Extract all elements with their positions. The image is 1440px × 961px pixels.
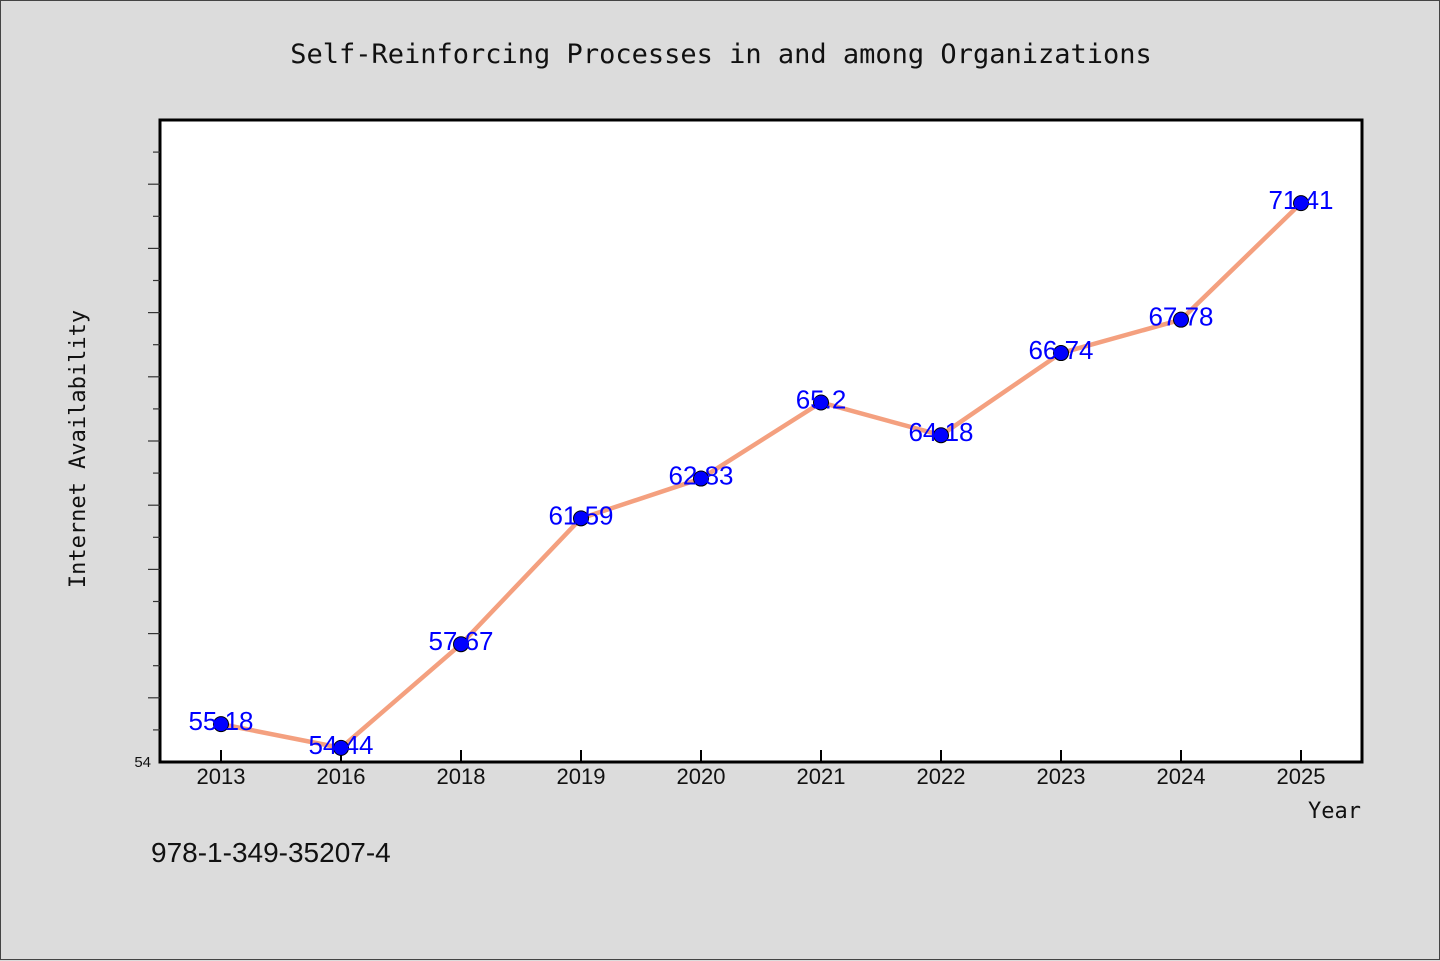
data-label: 54.44 [308, 730, 373, 760]
data-label: 71.41 [1268, 185, 1333, 215]
data-point [813, 394, 829, 411]
data-point [933, 427, 949, 444]
data-label: 65.2 [796, 384, 847, 414]
data-label: 61.59 [548, 500, 613, 530]
y-tick-label-min: 54 [134, 754, 151, 771]
series-line [218, 200, 1304, 751]
data-label: 67.78 [1148, 302, 1213, 332]
data-label: 64.18 [908, 417, 973, 447]
data-point [1053, 345, 1069, 362]
x-tick-label: 2020 [677, 764, 726, 789]
data-labels: 55.18 54.44 57.67 61.59 62.83 65.2 64.18 66.74 6… [188, 185, 1333, 760]
data-point [1173, 311, 1189, 328]
x-axis-tick-labels: 2013 2016 2018 2019 2020 2021 2022 2023 2024 2025 [197, 764, 1326, 789]
data-point [1293, 195, 1309, 212]
data-label: 57.67 [428, 626, 493, 656]
y-axis-label: Internet Availability [66, 310, 91, 588]
data-point [693, 470, 709, 487]
y-axis-ticks [148, 151, 160, 731]
x-tick-label: 2025 [1277, 764, 1326, 789]
data-point [573, 510, 589, 527]
chart-title: Self-Reinforcing Processes in and among … [290, 39, 1152, 70]
data-point [453, 636, 469, 653]
x-tick-label: 2016 [317, 764, 366, 789]
x-tick-label: 2022 [917, 764, 966, 789]
data-label: 62.83 [668, 461, 733, 491]
x-tick-label: 2024 [1157, 764, 1206, 789]
data-label: 66.74 [1028, 335, 1093, 365]
x-axis-label: Year [1308, 799, 1361, 824]
data-point [213, 716, 229, 733]
x-tick-label: 2021 [797, 764, 846, 789]
x-tick-label: 2018 [437, 764, 486, 789]
series-markers [213, 195, 1309, 756]
data-label: 55.18 [188, 706, 253, 736]
x-tick-label: 2023 [1037, 764, 1086, 789]
data-point [333, 739, 349, 756]
x-tick-label: 2019 [557, 764, 606, 789]
isbn-text: 978-1-349-35207-4 [151, 837, 391, 868]
x-tick-label: 2013 [197, 764, 246, 789]
